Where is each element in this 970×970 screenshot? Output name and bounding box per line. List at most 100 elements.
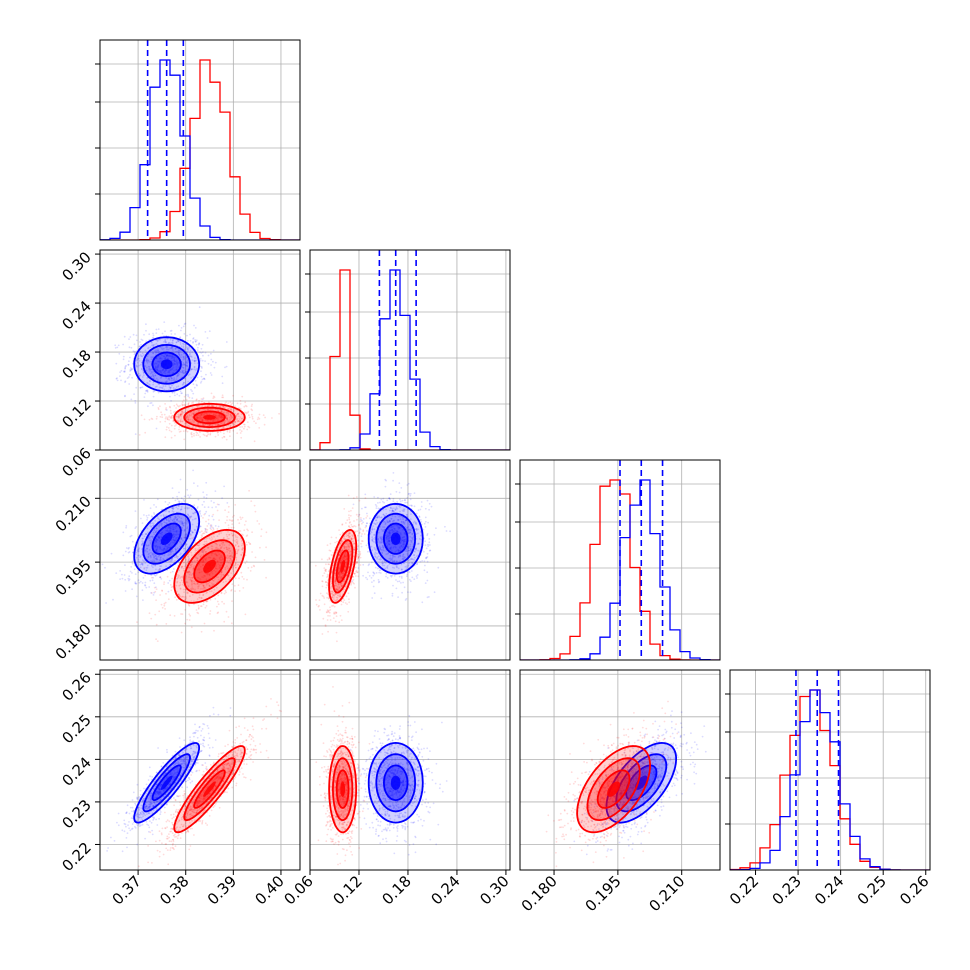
y-tick-label: 0.210 bbox=[52, 492, 95, 535]
x-tick-label: 0.40 bbox=[251, 872, 287, 908]
panel-frame bbox=[99, 459, 301, 661]
contour-line bbox=[605, 741, 677, 824]
panel-frame bbox=[519, 669, 721, 871]
contour-line bbox=[183, 539, 236, 594]
panel-frame bbox=[309, 459, 511, 661]
histogram-blue bbox=[100, 59, 300, 240]
contour-line bbox=[151, 351, 182, 378]
histogram-blue bbox=[310, 269, 510, 450]
x-tick-label: 0.210 bbox=[645, 872, 688, 915]
panel-3-1 bbox=[309, 669, 511, 871]
panel-3-2 bbox=[519, 669, 721, 871]
contour-line bbox=[367, 502, 424, 575]
panel-1-1 bbox=[309, 249, 511, 451]
contour-line bbox=[586, 757, 641, 822]
y-tick-label: 0.23 bbox=[58, 796, 94, 832]
panel-2-2 bbox=[519, 459, 721, 661]
contour-line bbox=[382, 764, 409, 802]
y-tick-label: 0.24 bbox=[58, 753, 94, 789]
panel-frame bbox=[99, 669, 301, 871]
x-tick-label: 0.26 bbox=[896, 872, 932, 908]
x-tick-label: 0.22 bbox=[726, 872, 762, 908]
density-peak bbox=[160, 775, 173, 790]
contour-line bbox=[142, 512, 191, 565]
y-tick-label: 0.180 bbox=[52, 620, 95, 663]
contour-line bbox=[367, 741, 424, 824]
contour-line bbox=[151, 522, 182, 555]
x-tick-label: 0.18 bbox=[378, 872, 414, 908]
contour-line bbox=[183, 406, 236, 429]
contour-line bbox=[133, 502, 201, 575]
contour-line bbox=[173, 528, 246, 604]
contour-line bbox=[596, 769, 631, 809]
y-tick-label: 0.25 bbox=[58, 711, 94, 747]
contour-line bbox=[133, 742, 200, 824]
x-tick-label: 0.38 bbox=[156, 872, 192, 908]
contour-line bbox=[173, 745, 246, 834]
contour-line bbox=[335, 769, 350, 809]
density-peak bbox=[160, 359, 173, 370]
panel-frame bbox=[729, 669, 931, 871]
y-tick-label: 0.06 bbox=[58, 444, 94, 480]
contour-line bbox=[328, 528, 358, 604]
contour-line bbox=[328, 745, 358, 834]
x-tick-label: 0.24 bbox=[811, 872, 847, 908]
panel-frame bbox=[309, 249, 511, 451]
panel-frame bbox=[99, 39, 301, 241]
density-peak bbox=[390, 775, 401, 790]
x-tick-label: 0.180 bbox=[518, 872, 561, 915]
density-peak bbox=[607, 781, 621, 797]
y-tick-label: 0.26 bbox=[58, 668, 94, 704]
density-peak bbox=[340, 559, 346, 573]
x-tick-label: 0.30 bbox=[476, 872, 512, 908]
x-tick-label: 0.12 bbox=[329, 872, 365, 908]
contour-line bbox=[193, 410, 226, 425]
panel-frame bbox=[519, 459, 721, 661]
contour-line bbox=[375, 753, 417, 813]
contour-line bbox=[576, 745, 652, 834]
y-tick-label: 0.24 bbox=[58, 297, 94, 333]
contour-line bbox=[335, 549, 350, 584]
x-tick-label: 0.25 bbox=[854, 872, 890, 908]
y-tick-label: 0.12 bbox=[58, 395, 94, 431]
density-peak bbox=[160, 532, 173, 545]
x-tick-label: 0.23 bbox=[769, 872, 805, 908]
density-peak bbox=[340, 781, 346, 797]
panel-3-3 bbox=[729, 669, 931, 871]
contour-line bbox=[133, 336, 201, 393]
histogram-blue bbox=[730, 689, 930, 870]
contour-line bbox=[193, 549, 226, 584]
x-tick-label: 0.37 bbox=[109, 872, 145, 908]
y-tick-label: 0.22 bbox=[58, 839, 94, 875]
contour-line bbox=[382, 522, 409, 555]
density-peak bbox=[203, 781, 216, 797]
contour-line bbox=[331, 757, 354, 822]
contour-line bbox=[142, 343, 191, 385]
x-tick-label: 0.195 bbox=[582, 872, 625, 915]
y-tick-label: 0.18 bbox=[58, 346, 94, 382]
contour-line bbox=[375, 512, 417, 565]
panel-frame bbox=[99, 249, 301, 451]
histogram-red bbox=[310, 269, 510, 450]
panel-1-0 bbox=[99, 249, 301, 451]
density-peak bbox=[635, 775, 648, 790]
x-tick-label: 0.39 bbox=[204, 872, 240, 908]
contour-line bbox=[193, 769, 226, 809]
y-tick-label: 0.30 bbox=[58, 248, 94, 284]
contour-line bbox=[173, 402, 246, 432]
contour-line bbox=[183, 757, 236, 821]
contour-line bbox=[142, 753, 191, 813]
density-peak bbox=[203, 559, 216, 573]
x-tick-label: 0.24 bbox=[427, 872, 463, 908]
contour-line bbox=[625, 764, 658, 801]
density-peak bbox=[390, 532, 401, 545]
panel-2-0 bbox=[99, 459, 301, 661]
y-tick-label: 0.195 bbox=[52, 556, 95, 599]
contour-line bbox=[151, 764, 182, 801]
x-tick-label: 0.06 bbox=[280, 872, 316, 908]
panel-2-1 bbox=[309, 459, 511, 661]
panel-3-0 bbox=[99, 669, 301, 871]
density-peak bbox=[203, 414, 216, 420]
panel-frame bbox=[309, 669, 511, 871]
